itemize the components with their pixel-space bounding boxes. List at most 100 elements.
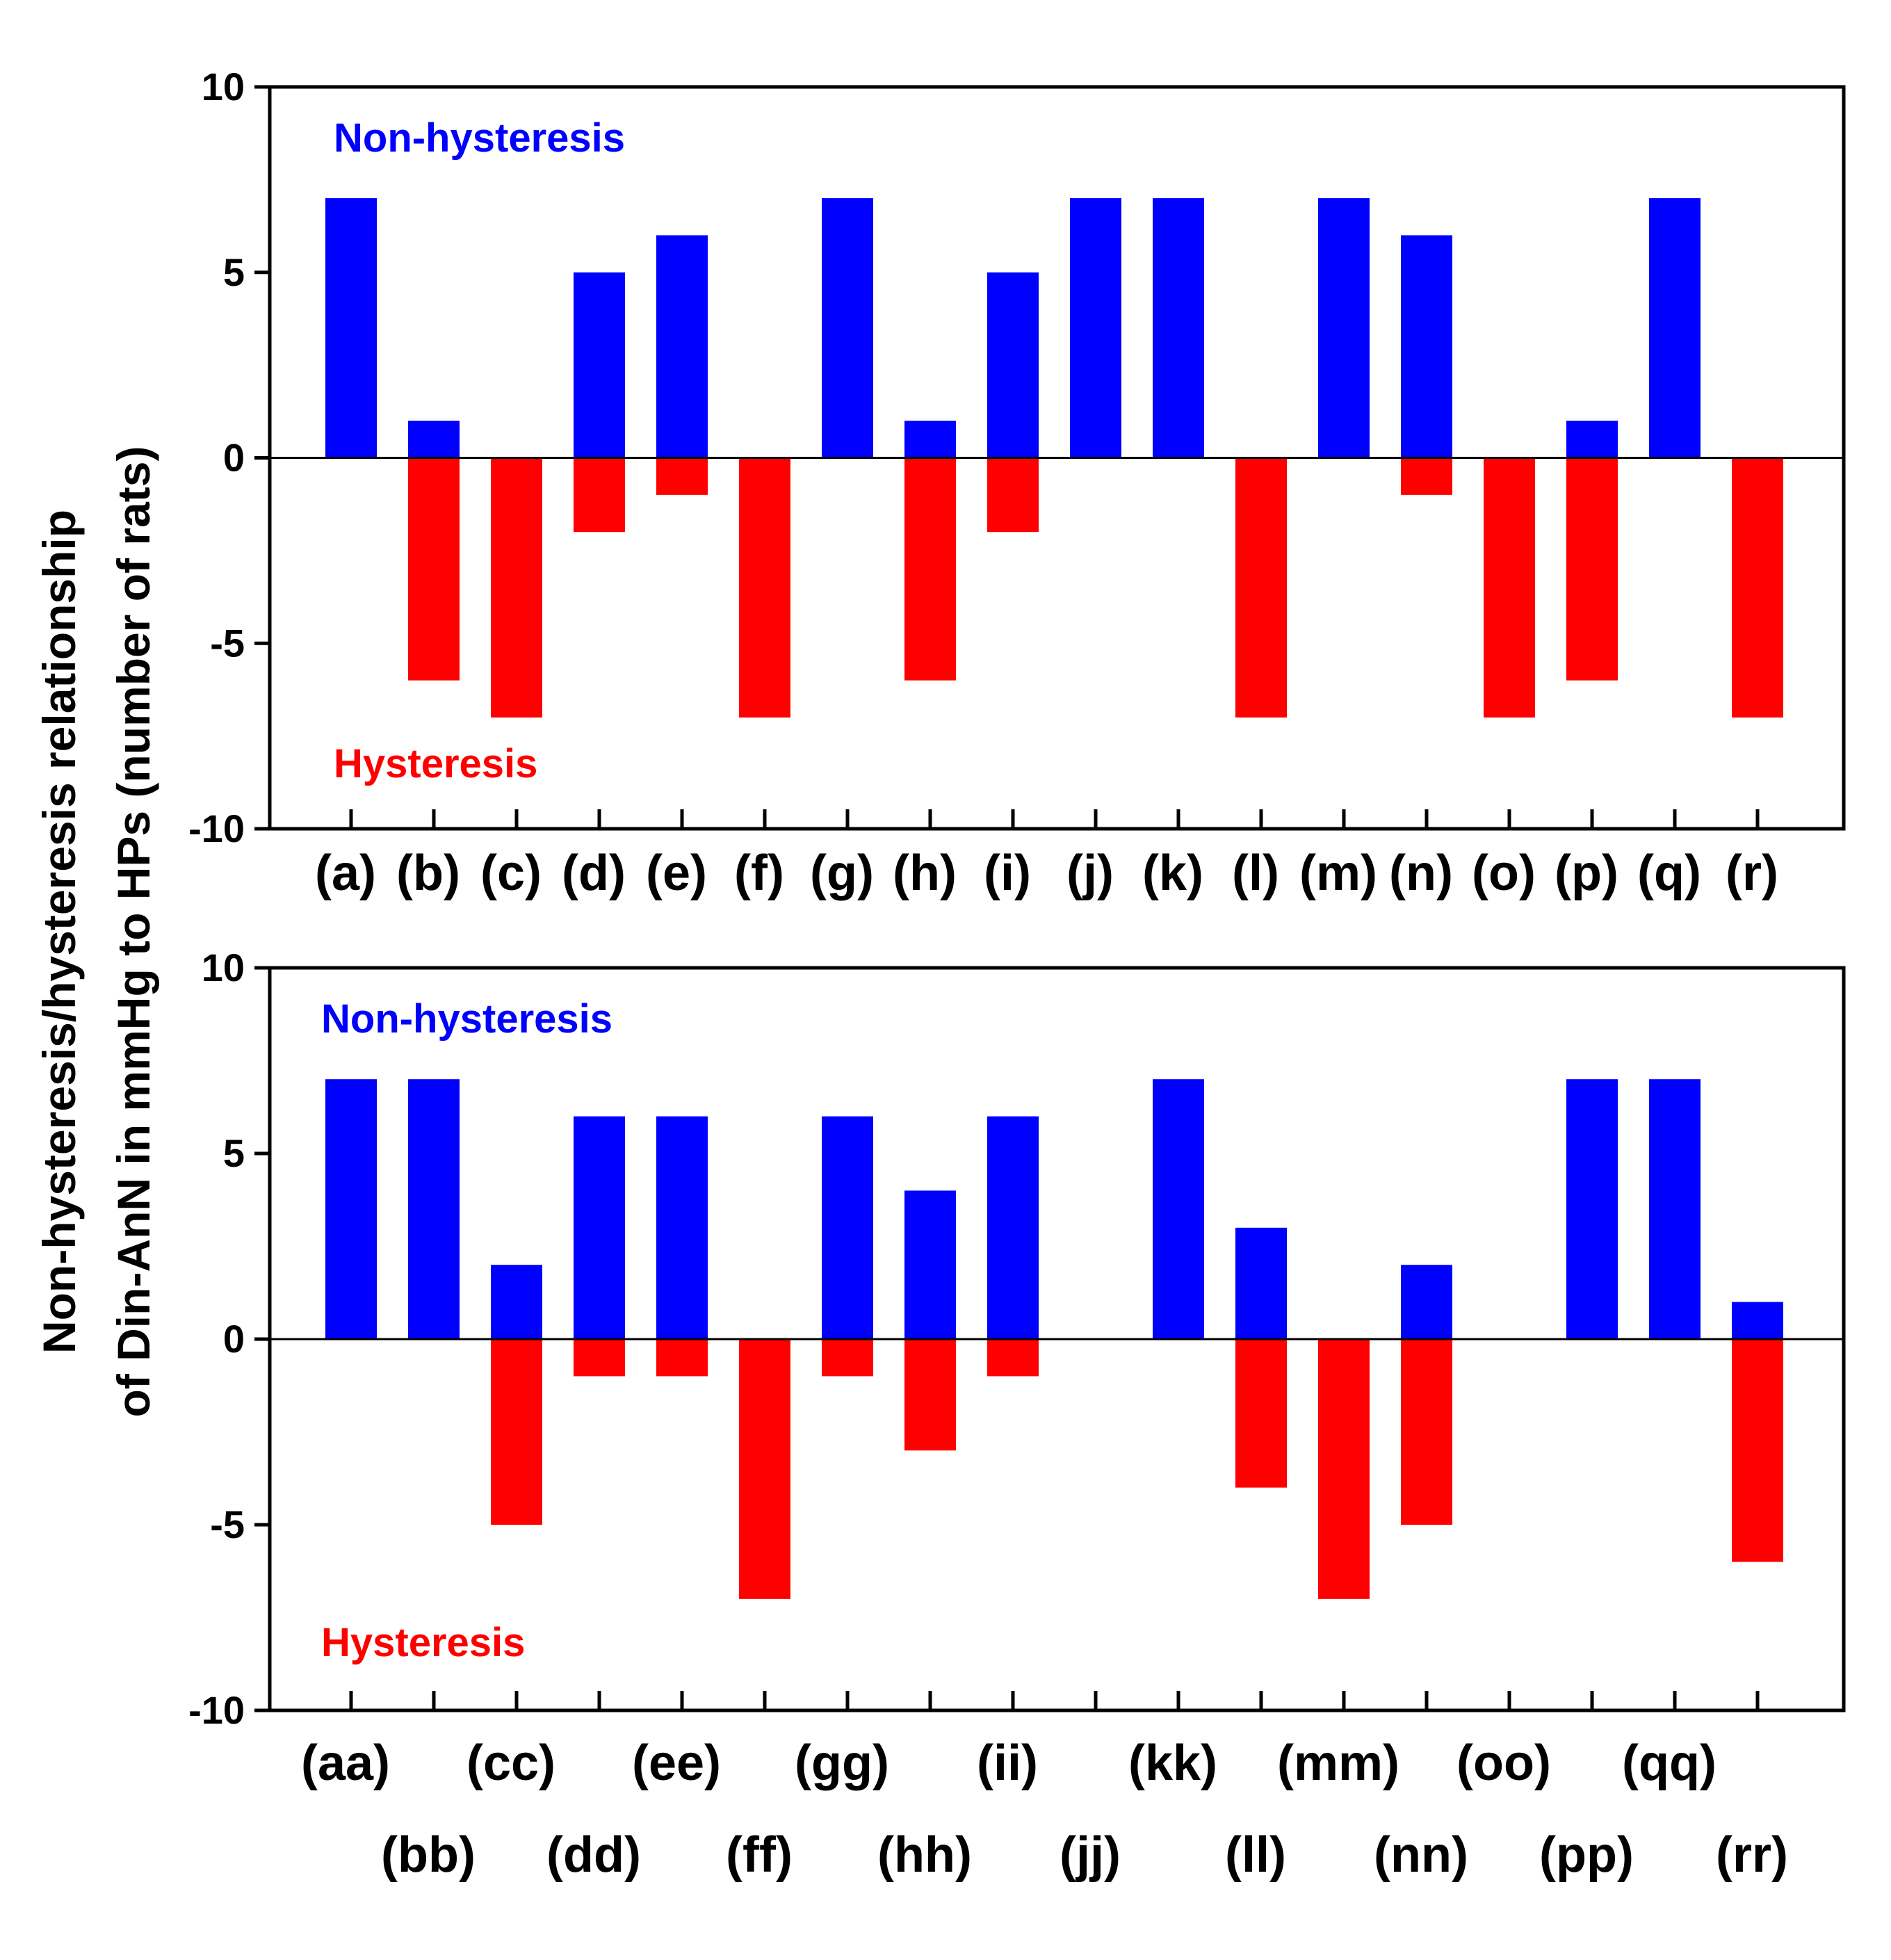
bar-hysteresis: [656, 457, 708, 495]
category-label: (h): [893, 845, 957, 901]
category-label: (j): [1066, 845, 1114, 901]
panel-bottom: 10 5 0 -5 -10 (aa) (bb) (cc) (dd) (ee)(ff)(gg) (hh…: [188, 946, 1846, 1883]
bar-hysteresis: [574, 1339, 625, 1377]
y-tick-label: 5: [223, 250, 245, 294]
bar-non-hysteresis: [325, 1079, 377, 1339]
bar-hysteresis: [1401, 1339, 1452, 1525]
bar-non-hysteresis: [325, 198, 377, 458]
bar-hysteresis: [1401, 457, 1452, 495]
bar-non-hysteresis: [1566, 421, 1618, 458]
y-axis-label-line-2: of Din-AnN in mmHg to HPs (number of rat…: [108, 446, 159, 1418]
y-tick-label: 0: [223, 436, 245, 480]
bar-non-hysteresis: [987, 272, 1039, 458]
category-label: (rr): [1716, 1827, 1788, 1883]
category-label: (nn): [1374, 1827, 1468, 1883]
category-label: (cc): [466, 1735, 555, 1791]
y-tick-label: 10: [202, 65, 245, 108]
hysteresis-annotation: Hysteresis: [321, 1620, 525, 1665]
bar-hysteresis: [1566, 457, 1618, 681]
category-label: (jj): [1060, 1827, 1121, 1883]
bar-non-hysteresis: [574, 272, 625, 458]
category-label: (a): [315, 845, 376, 901]
bar-non-hysteresis: [408, 421, 460, 458]
y-tick-label: 5: [223, 1131, 245, 1175]
category-label: (pp): [1539, 1827, 1634, 1883]
bar-non-hysteresis: [1318, 198, 1370, 458]
y-tick-label: -10: [188, 1688, 245, 1732]
y-tick-label: 0: [223, 1317, 245, 1361]
bar-non-hysteresis: [656, 235, 708, 458]
bar-hysteresis: [491, 457, 542, 718]
category-label: (ii): [977, 1735, 1038, 1791]
panel-top: 10 5 0 -5 -10 (a) (b) (c) (d) (e) (f) (g) (h) (i) (j) (…: [188, 65, 1846, 901]
bar-non-hysteresis: [1566, 1079, 1618, 1339]
category-label: (q): [1637, 845, 1701, 901]
bar-hysteresis: [739, 457, 790, 718]
category-label: (oo): [1456, 1735, 1551, 1791]
bar-non-hysteresis: [1401, 235, 1452, 458]
category-label: (ff): [726, 1827, 793, 1883]
y-tick-label: -5: [210, 1503, 245, 1546]
category-label: (ll): [1225, 1827, 1286, 1883]
bar-non-hysteresis: [1153, 198, 1204, 458]
y-tick-label: 10: [202, 946, 245, 989]
category-label: (n): [1389, 845, 1453, 901]
bar-hysteresis: [656, 1339, 708, 1377]
bar-hysteresis: [1318, 1339, 1370, 1599]
bar-non-hysteresis: [1153, 1079, 1204, 1339]
bar-non-hysteresis: [1235, 1227, 1287, 1339]
bar-hysteresis: [1235, 457, 1287, 718]
category-label: (hh): [877, 1827, 972, 1883]
category-label: (mm): [1277, 1735, 1399, 1791]
category-label: (f): [734, 845, 784, 901]
non-hysteresis-annotation: Non-hysteresis: [321, 996, 612, 1042]
bar-hysteresis: [822, 1339, 873, 1377]
category-label: (g): [810, 845, 874, 901]
y-tick-label: -10: [188, 807, 245, 850]
bar-hysteresis: [904, 457, 956, 681]
bar-hysteresis: [1235, 1339, 1287, 1488]
category-label: (e): [646, 845, 707, 901]
category-label: (b): [396, 845, 460, 901]
category-label: (aa): [301, 1735, 390, 1791]
bar-non-hysteresis: [1070, 198, 1121, 458]
bar-non-hysteresis: [987, 1116, 1039, 1339]
bar-non-hysteresis: [822, 1116, 873, 1339]
bar-hysteresis: [904, 1339, 956, 1451]
bar-non-hysteresis: [574, 1116, 625, 1339]
bar-non-hysteresis: [656, 1116, 708, 1339]
category-label: (kk): [1128, 1735, 1217, 1791]
category-label: (c): [480, 845, 542, 901]
bar-non-hysteresis: [904, 421, 956, 458]
bar-non-hysteresis: [1649, 1079, 1701, 1339]
bar-non-hysteresis: [491, 1265, 542, 1339]
category-label: (r): [1726, 845, 1778, 901]
category-label: (p): [1555, 845, 1618, 901]
hysteresis-annotation: Hysteresis: [334, 741, 537, 786]
category-label: (i): [984, 845, 1031, 901]
bar-non-hysteresis: [1649, 198, 1701, 458]
category-label: (bb): [381, 1827, 476, 1883]
bar-hysteresis: [408, 457, 460, 681]
non-hysteresis-annotation: Non-hysteresis: [334, 115, 625, 161]
category-label: (dd): [546, 1827, 641, 1883]
bar-hysteresis: [1484, 457, 1535, 718]
y-tick-label: -5: [210, 621, 245, 665]
bar-non-hysteresis: [1401, 1265, 1452, 1339]
bar-hysteresis: [574, 457, 625, 533]
category-label: (l): [1232, 845, 1279, 901]
category-label: (o): [1472, 845, 1536, 901]
bar-non-hysteresis: [1732, 1302, 1783, 1339]
bar-non-hysteresis: [904, 1190, 956, 1339]
category-label: (m): [1299, 845, 1377, 901]
bar-hysteresis: [491, 1339, 542, 1525]
y-axis-label-line-1: Non-hysteresis/hysteresis relationship: [33, 510, 85, 1354]
category-label: (gg): [795, 1735, 889, 1791]
bar-hysteresis: [739, 1339, 790, 1599]
category-label: (qq): [1622, 1735, 1716, 1791]
category-label: (k): [1142, 845, 1203, 901]
bar-non-hysteresis: [408, 1079, 460, 1339]
bar-non-hysteresis: [822, 198, 873, 458]
category-label: (d): [562, 845, 626, 901]
